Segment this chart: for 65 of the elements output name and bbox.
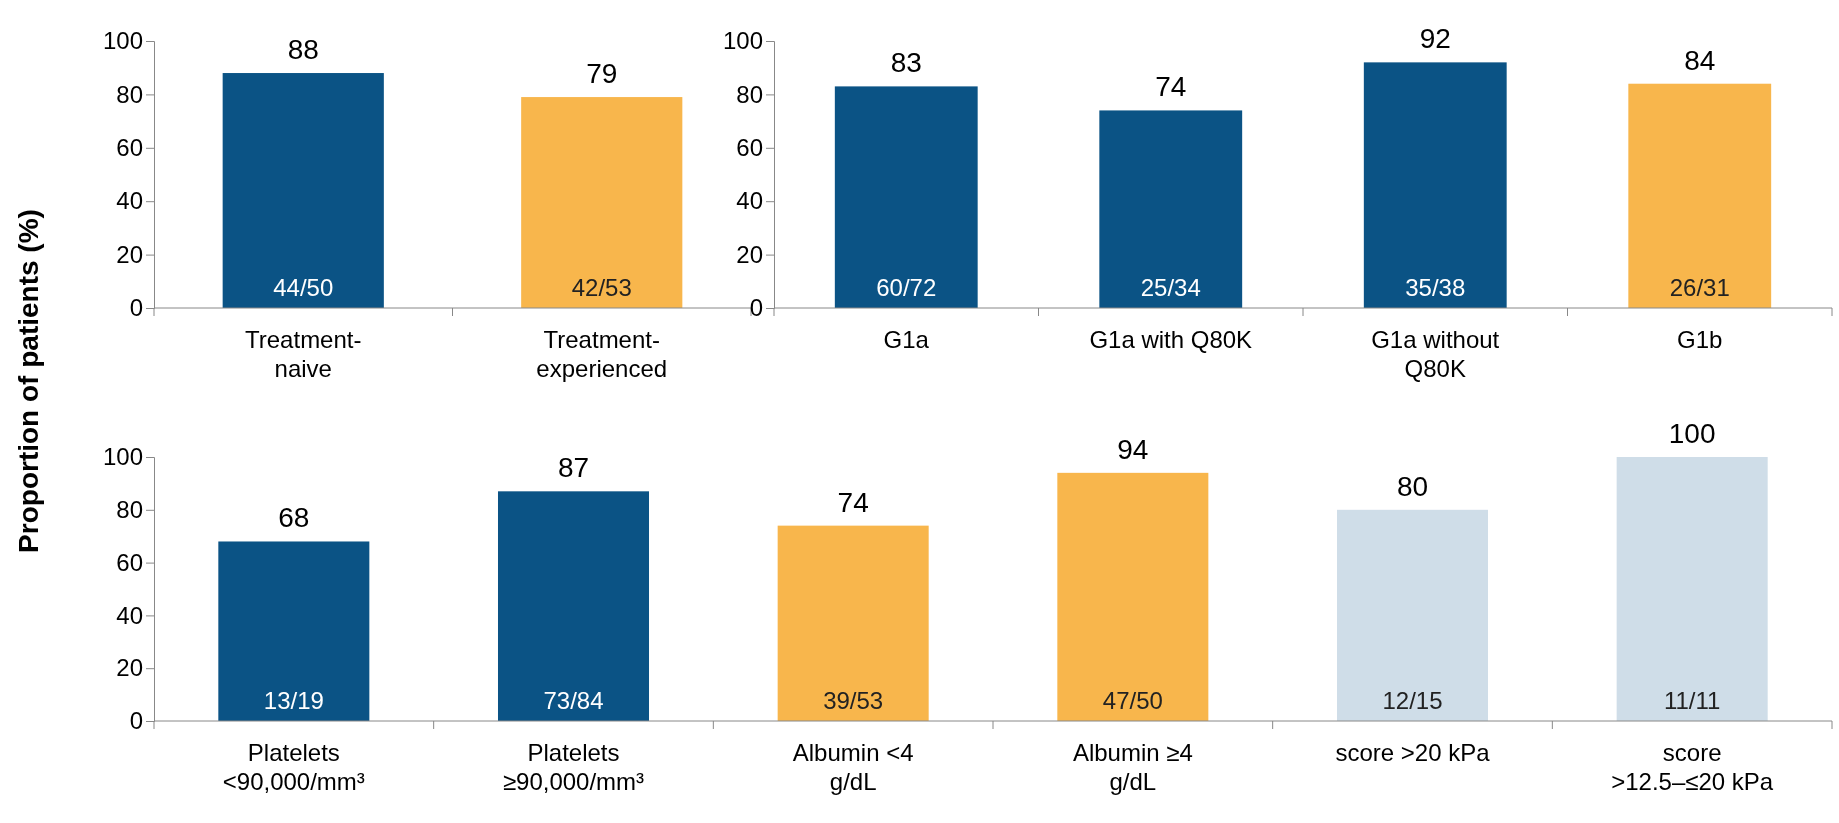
data-label: 80 xyxy=(1396,470,1429,502)
y-tick-label: 40 xyxy=(736,187,763,215)
data-label: 84 xyxy=(1684,44,1716,76)
data-label: 83 xyxy=(890,47,922,79)
y-tick-label: 0 xyxy=(129,707,143,735)
annotation: 26/31 xyxy=(1669,274,1730,301)
bar xyxy=(497,491,650,721)
annotation: 13/19 xyxy=(263,687,324,714)
data-label: 100 xyxy=(1668,418,1716,449)
x-tick-label: Albumin <4 g/dL xyxy=(792,739,914,795)
data-label: 68 xyxy=(278,502,310,534)
annotation: 42/53 xyxy=(571,274,632,301)
data-label: 79 xyxy=(586,58,618,90)
y-tick-label: 100 xyxy=(102,27,143,55)
annotation: 12/15 xyxy=(1382,687,1443,714)
data-label: 94 xyxy=(1117,433,1149,465)
x-tick-label: G1a xyxy=(883,326,930,353)
annotation: 73/84 xyxy=(543,687,604,714)
x-tick-label: G1a with Q80K xyxy=(1089,326,1253,353)
y-tick-label: 40 xyxy=(116,187,143,215)
x-tick-label: Treatment-experienced xyxy=(536,326,668,382)
x-tick-label: score >12.5–≤20 kPa xyxy=(1611,739,1774,795)
bar xyxy=(1336,509,1489,721)
y-tick-label: 40 xyxy=(116,601,143,629)
y-tick-label: 0 xyxy=(129,294,143,322)
annotation: 44/50 xyxy=(273,274,334,301)
bar xyxy=(1057,472,1209,721)
x-tick-label: Platelets <90,000/mm³ xyxy=(222,739,365,795)
annotation: 25/34 xyxy=(1140,274,1201,301)
x-tick-label: G1b xyxy=(1677,326,1723,353)
x-tick-label: Treatment-naive xyxy=(245,326,362,382)
y-tick-label: 80 xyxy=(736,80,763,108)
y-tick-label: 20 xyxy=(116,240,143,268)
data-label: 92 xyxy=(1419,23,1451,55)
x-tick-label: Platelets ≥90,000/mm³ xyxy=(502,739,645,795)
y-tick-label: 20 xyxy=(736,240,763,268)
data-label: 74 xyxy=(837,486,869,518)
annotation: 35/38 xyxy=(1405,274,1466,301)
annotation: 60/72 xyxy=(876,274,937,301)
data-label: 74 xyxy=(1155,71,1187,103)
x-tick-label: G1a without Q80K xyxy=(1371,326,1500,382)
y-tick-label: 100 xyxy=(722,27,763,55)
bar xyxy=(1099,110,1243,308)
y-tick-label: 60 xyxy=(116,133,143,161)
y-tick-label: 80 xyxy=(116,80,143,108)
annotation: 39/53 xyxy=(823,687,884,714)
bar xyxy=(1363,62,1507,308)
y-tick-label: 20 xyxy=(116,654,143,682)
y-tick-label: 100 xyxy=(102,443,143,471)
y-tick-label: 80 xyxy=(116,495,143,523)
x-tick-label: Albumin ≥4 g/dL xyxy=(1072,739,1193,795)
data-label: 88 xyxy=(287,34,319,66)
bar xyxy=(777,525,929,721)
annotation: 11/11 xyxy=(1663,687,1721,714)
y-tick-label: 0 xyxy=(749,294,763,322)
bar xyxy=(1616,457,1768,721)
y-tick-label: 60 xyxy=(736,133,763,161)
annotation: 47/50 xyxy=(1102,687,1163,714)
bar xyxy=(218,541,370,721)
data-label: 87 xyxy=(557,452,590,484)
x-tick-label: score >20 kPa xyxy=(1335,739,1491,766)
y-tick-label: 60 xyxy=(116,548,143,576)
bar xyxy=(834,86,978,308)
bar xyxy=(1628,83,1772,308)
y-axis-title: Proportion of patients (%) xyxy=(13,209,44,553)
